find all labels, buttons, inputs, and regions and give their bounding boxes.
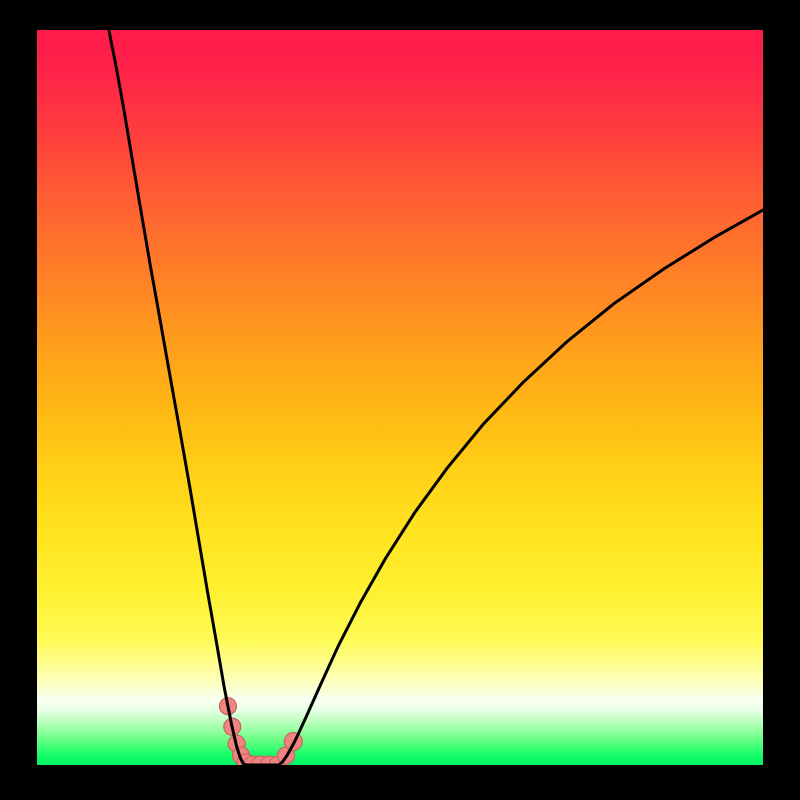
frame-border-right <box>763 30 800 765</box>
plot-area <box>37 30 763 765</box>
chart-root: TheBottleneck.com <box>0 0 800 800</box>
frame-border-bottom <box>0 765 800 800</box>
frame-border-left <box>0 30 37 765</box>
gradient-background <box>37 30 763 765</box>
frame-border-top <box>0 0 800 30</box>
